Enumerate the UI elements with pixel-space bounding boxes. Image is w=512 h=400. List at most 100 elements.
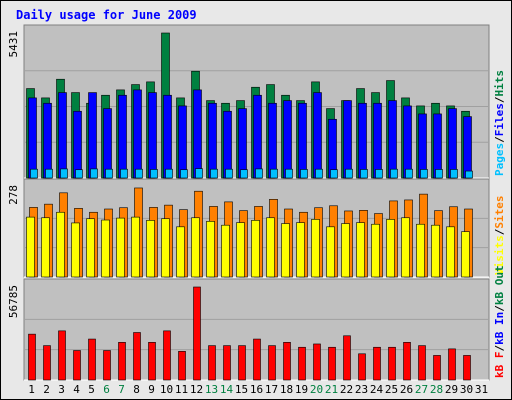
- visits-bar: [206, 221, 215, 278]
- panel-3-ymax-label: 56785: [7, 285, 20, 318]
- panel-1-legend: Pages/Files/Hits: [493, 70, 506, 176]
- pages-bar: [300, 169, 308, 179]
- kbf-bar: [28, 333, 36, 381]
- kbf-bar: [298, 346, 306, 381]
- pages-bar: [135, 168, 143, 179]
- files-bar: [223, 110, 232, 179]
- x-tick-label: 18: [280, 383, 293, 396]
- x-tick-label: 22: [340, 383, 353, 396]
- pages-bar: [30, 168, 38, 179]
- files-bar: [433, 113, 442, 179]
- x-tick-label: 10: [160, 383, 173, 396]
- visits-bar: [71, 222, 80, 278]
- files-bar: [268, 102, 277, 179]
- x-tick-label: 17: [265, 383, 278, 396]
- pages-bar: [240, 169, 248, 179]
- x-tick-label: 27: [415, 383, 428, 396]
- pages-bar: [45, 168, 53, 179]
- pages-bar: [180, 169, 188, 179]
- pages-bar: [225, 168, 233, 179]
- x-tick-label: 15: [235, 383, 248, 396]
- kbf-bar: [193, 286, 201, 381]
- files-bar: [43, 102, 52, 179]
- x-tick-label: 31: [475, 383, 488, 396]
- kbf-bar: [208, 345, 216, 381]
- panel-3-legend: kB F/kB In/kB Out: [493, 265, 506, 378]
- kbf-bar: [433, 355, 441, 381]
- x-tick-label: 13: [205, 383, 218, 396]
- kbf-bar: [88, 338, 96, 381]
- pages-bar: [195, 168, 203, 179]
- pages-bar: [465, 170, 473, 179]
- y-max-labels: 5431 278 56785: [7, 31, 20, 318]
- pages-bar: [90, 168, 98, 179]
- files-bar: [403, 105, 412, 179]
- kbf-bar: [448, 348, 456, 381]
- x-tick-label: 9: [148, 383, 155, 396]
- chart-title: Daily usage for June 2009: [16, 8, 197, 22]
- x-tick-label: 14: [220, 383, 234, 396]
- kbf-bar: [148, 342, 156, 381]
- legend-entry: /: [493, 136, 506, 143]
- visits-bar: [191, 217, 200, 278]
- visits-bar: [236, 222, 245, 278]
- pages-bar: [285, 168, 293, 179]
- kbf-bar: [238, 345, 246, 381]
- x-axis-labels: 1 2 3 4 5 6 7 8 9 10 11 12 13 14 15 16 17 18 19 20 21 22 23 24 2…: [28, 383, 488, 396]
- x-tick-label: 30: [460, 383, 473, 396]
- visits-bar: [461, 231, 470, 278]
- legend-entry: Hits: [493, 70, 506, 97]
- pages-bar: [450, 169, 458, 179]
- files-bar: [133, 89, 142, 179]
- visits-bar: [371, 223, 380, 278]
- legend-entry: /: [493, 96, 506, 103]
- visits-bar: [176, 226, 185, 278]
- files-bar: [238, 108, 247, 179]
- legend-entry: Sites: [493, 196, 506, 229]
- files-bar: [58, 92, 67, 179]
- pages-bar: [375, 169, 383, 179]
- legend-entry: /: [493, 228, 506, 235]
- panel-2-ymax-label: 278: [7, 185, 20, 205]
- visits-bar: [296, 222, 305, 278]
- pages-bar: [390, 168, 398, 179]
- pages-bar: [60, 168, 68, 179]
- files-bar: [103, 108, 112, 179]
- kbf-bar: [58, 330, 66, 381]
- files-bar: [358, 102, 367, 179]
- x-tick-label: 12: [190, 383, 203, 396]
- x-tick-label: 5: [88, 383, 95, 396]
- files-bar: [163, 94, 172, 179]
- legend-entry: kB Out: [493, 265, 506, 305]
- visits-bar: [41, 217, 50, 278]
- pages-bar: [150, 169, 158, 179]
- pages-bar: [420, 169, 428, 179]
- legend-entry: kB F: [493, 352, 506, 379]
- x-tick-label: 20: [310, 383, 323, 396]
- files-bar: [28, 97, 37, 179]
- files-bar: [463, 116, 472, 179]
- kbf-bar: [418, 345, 426, 381]
- visits-bar: [251, 220, 260, 278]
- visits-bar: [386, 219, 395, 278]
- pages-bar: [315, 168, 323, 179]
- files-bar: [373, 102, 382, 179]
- x-tick-label: 25: [385, 383, 398, 396]
- x-tick-label: 2: [43, 383, 50, 396]
- legend-entry: kB In: [493, 312, 506, 345]
- legend-entry: /: [493, 345, 506, 352]
- files-bar: [193, 89, 202, 179]
- visits-bar: [101, 219, 110, 278]
- kbf-bar: [43, 345, 51, 381]
- files-bar: [388, 100, 397, 179]
- visits-bar: [281, 223, 290, 278]
- x-tick-label: 19: [295, 383, 308, 396]
- visits-bar: [131, 216, 140, 278]
- pages-bar: [345, 168, 353, 179]
- legend-entry: Pages: [493, 143, 506, 176]
- visits-bar: [326, 226, 335, 278]
- kbf-bar: [373, 346, 381, 381]
- x-tick-label: 21: [325, 383, 338, 396]
